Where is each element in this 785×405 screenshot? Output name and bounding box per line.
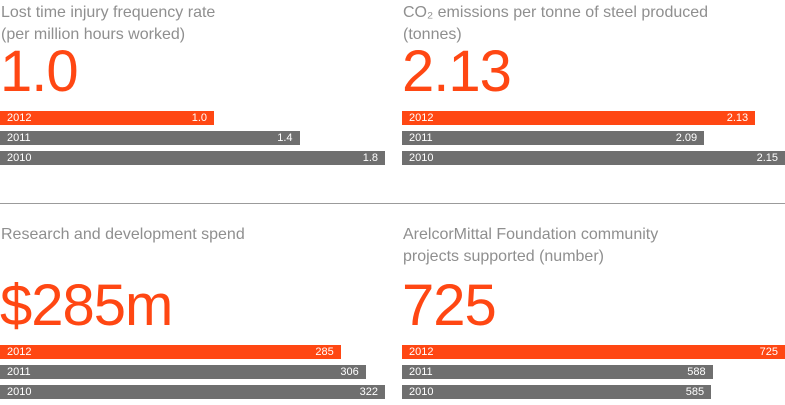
bar-2010: 2010 322 [0,385,385,399]
bar-value-label: 2.15 [756,152,778,164]
bar-2011: 2011 1.4 [0,131,300,145]
bar-year-label: 2010 [409,152,434,164]
bar-chart: 2012 1.0 2011 1.4 2010 1.8 [0,111,385,171]
panel-title-line1: Lost time injury frequency rate [1,4,216,21]
bar-year-label: 2012 [7,112,32,124]
panel-title: CO₂ emissions per tonne of steel produce… [403,2,708,46]
headline-value: $285m [0,273,173,338]
bar-value-label: 2.09 [675,132,698,144]
panel-lost-time-injury: Lost time injury frequency rate (per mil… [0,0,385,203]
bar-year-label: 2012 [409,112,434,124]
bar-value-label: 285 [315,346,334,358]
bar-value-label: 306 [340,366,359,378]
headline-value: 1.0 [0,39,79,104]
panel-title: Lost time injury frequency rate (per mil… [1,2,215,46]
bar-value-label: 725 [759,346,778,358]
bar-value-label: 1.8 [362,152,378,164]
bar-chart: 2012 725 2011 588 2010 585 [402,345,785,405]
bar-value-label: 1.0 [191,112,208,124]
bar-2011: 2011 2.09 [402,131,705,145]
bar-value-label: 585 [685,386,705,398]
bar-2011: 2011 306 [0,365,366,379]
panel-title-line2: (tonnes) [403,26,462,43]
panel-co2-emissions: CO₂ emissions per tonne of steel produce… [402,0,785,203]
bar-2011: 2011 588 [402,365,713,379]
bar-2010: 2010 585 [402,385,712,399]
bar-year-label: 2010 [7,386,32,398]
bar-year-label: 2011 [409,366,433,378]
bar-2012: 2012 1.0 [0,111,215,125]
bar-value-label: 322 [359,386,378,398]
bar-year-label: 2010 [7,152,32,164]
bar-2010: 2010 1.8 [0,151,385,165]
horizontal-divider [0,203,785,204]
bar-value-label: 588 [687,366,706,378]
bar-year-label: 2010 [409,386,434,398]
bar-2010: 2010 2.15 [402,151,785,165]
panel-title-line2: (per million hours worked) [1,26,186,43]
bar-year-label: 2011 [7,366,31,378]
bar-year-label: 2012 [409,346,434,358]
bar-2012: 2012 285 [0,345,341,359]
panel-title-line1: ArelcorMittal Foundation community [403,226,659,243]
panel-title: ArelcorMittal Foundation community proje… [403,224,658,268]
panel-foundation-projects: ArelcorMittal Foundation community proje… [402,204,785,405]
panel-title-line2: projects supported (number) [403,248,604,265]
bar-year-label: 2011 [7,132,31,144]
bar-value-label: 2.13 [726,112,749,124]
bar-chart: 2012 2.13 2011 2.09 2010 2.15 [402,111,785,171]
bar-2012: 2012 725 [402,345,785,359]
panel-title: Research and development spend [1,224,245,246]
bar-chart: 2012 285 2011 306 2010 322 [0,345,385,405]
bar-year-label: 2011 [409,132,433,144]
headline-value: 725 [402,273,497,338]
bar-2012: 2012 2.13 [402,111,756,125]
bar-value-label: 1.4 [277,132,293,144]
panel-rnd-spend: Research and development spend $285m 201… [0,204,385,405]
panel-title-line1: CO₂ emissions per tonne of steel produce… [403,4,709,21]
panel-title-line1: Research and development spend [1,226,245,243]
headline-value: 2.13 [402,39,512,104]
bar-year-label: 2012 [7,346,32,358]
